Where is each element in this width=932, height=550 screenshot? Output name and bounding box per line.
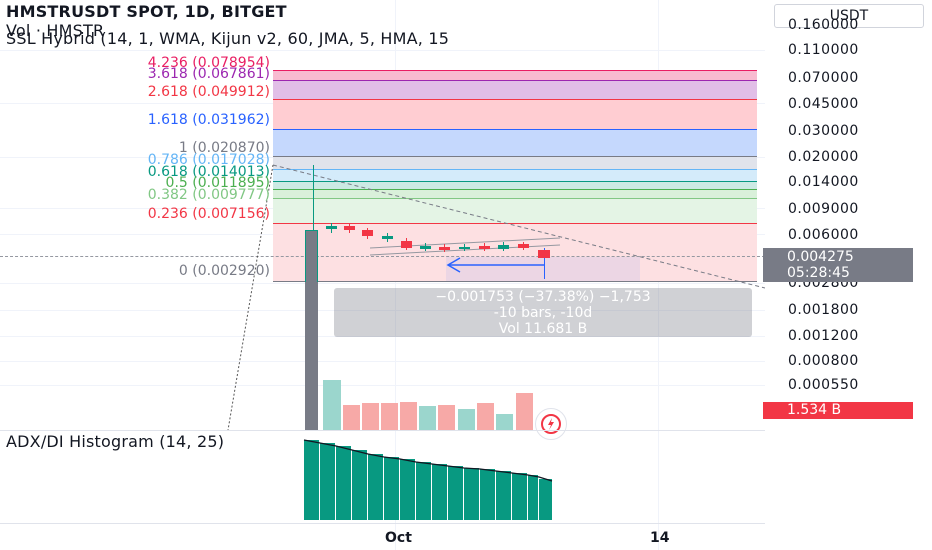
histogram-bar <box>416 462 431 520</box>
candle-body <box>344 226 355 230</box>
price-tick: 0.001800 <box>788 302 859 318</box>
grid-line <box>0 385 765 386</box>
volume-bar <box>477 403 494 430</box>
trend-line <box>272 164 765 289</box>
volume-bar <box>362 403 379 430</box>
fib-label: 0.786 (0.017028) <box>147 152 270 168</box>
volume-bar <box>458 409 475 430</box>
price-tick: 0.001200 <box>788 328 859 344</box>
volume-bar <box>419 406 436 430</box>
volume-indicator-title[interactable]: Vol · HMSTR <box>6 21 105 40</box>
measure-volume: Vol 11.681 B <box>498 321 588 337</box>
candle-wick <box>544 248 545 279</box>
drawings-layer <box>227 164 765 431</box>
measure-arrow-head <box>446 257 461 273</box>
volume-bar <box>438 405 455 430</box>
histogram-bar <box>320 443 335 520</box>
volume-bar <box>516 393 533 430</box>
measure-area <box>446 257 640 281</box>
price-tick: 0.070000 <box>788 70 859 86</box>
current-price-line <box>0 256 765 257</box>
histogram-bar <box>432 464 447 520</box>
price-tick: 0.000550 <box>788 377 859 393</box>
ssl-indicator-title[interactable]: SSL Hybrid (14, 1, WMA, Kijun v2, 60, JM… <box>6 29 450 48</box>
currency-button[interactable]: USDT <box>774 4 924 28</box>
grid-line <box>0 310 765 311</box>
candle-body <box>498 245 509 249</box>
fib-retracement[interactable] <box>273 70 757 282</box>
volume-bar <box>305 282 318 430</box>
histogram-bar <box>352 450 367 520</box>
volume-bar <box>323 380 341 430</box>
histogram-bar <box>512 473 527 520</box>
price-tick: 0.110000 <box>788 42 859 58</box>
candle-body <box>362 230 373 236</box>
grid-line <box>0 283 765 284</box>
candle-body <box>538 250 550 258</box>
volume-value-tag: 1.534 B <box>763 402 913 419</box>
current-price-value: 0.004275 <box>787 249 854 265</box>
pane-separator[interactable] <box>0 430 932 431</box>
time-axis-border <box>0 523 765 524</box>
symbol-title[interactable]: HMSTRUSDT SPOT, 1D, BITGET <box>6 2 287 21</box>
histogram-bar <box>539 479 552 520</box>
candle-body <box>401 241 412 248</box>
volume-bar <box>343 405 360 430</box>
fib-label: 1 (0.020870) <box>178 140 270 156</box>
histogram-bar <box>448 466 463 520</box>
grid-line <box>0 50 765 51</box>
time-tick: 14 <box>650 530 670 546</box>
histogram-bar <box>464 468 479 520</box>
histogram-bar <box>384 457 399 520</box>
histogram-bar <box>480 469 495 520</box>
grid-line <box>0 361 765 362</box>
fib-label: 2.618 (0.049912) <box>147 84 270 100</box>
candle-wick <box>313 165 314 230</box>
time-tick: Oct <box>385 530 412 546</box>
volume-bar <box>381 403 398 430</box>
fib-label: 0 (0.002920) <box>178 263 270 279</box>
lightning-icon[interactable] <box>535 408 567 440</box>
fib-label: 0.236 (0.007156) <box>147 206 270 222</box>
histogram-bar <box>368 454 383 520</box>
price-tick: 0.030000 <box>788 123 859 139</box>
histogram-bar <box>528 475 538 520</box>
volume-bar <box>496 414 513 430</box>
histogram-bar <box>336 446 351 520</box>
candle-body <box>420 246 431 249</box>
price-tick: 0.014000 <box>788 174 859 190</box>
bar-countdown: 05:28:45 <box>787 265 850 281</box>
price-tick: 0.006000 <box>788 227 859 243</box>
price-tick: 0.020000 <box>788 149 859 165</box>
adx-indicator-title[interactable]: ADX/DI Histogram (14, 25) <box>6 432 225 451</box>
volume-bar <box>400 402 417 430</box>
trend-line <box>227 164 274 431</box>
measure-price-change: −0.001753 (−37.38%) −1,753 <box>435 289 651 305</box>
fib-label: 4.236 (0.078954) <box>147 55 270 71</box>
candle-body <box>326 226 337 229</box>
price-tick: 0.009000 <box>788 201 859 217</box>
measure-bars: -10 bars, -10d <box>493 305 593 321</box>
price-tick: 0.045000 <box>788 96 859 112</box>
fib-label: 0.382 (0.009777) <box>147 187 270 203</box>
fib-label: 0.618 (0.014013) <box>147 164 270 180</box>
candle-body <box>439 247 450 250</box>
candle-body <box>459 247 470 249</box>
price-tick: 0.000800 <box>788 353 859 369</box>
histogram-bar <box>304 440 319 520</box>
current-price-tag: 0.004275 05:28:45 <box>763 248 913 282</box>
candle-body <box>518 244 529 248</box>
histogram-bar <box>496 471 511 520</box>
candle-body <box>479 246 490 249</box>
price-tick: 0.160000 <box>788 17 859 33</box>
candle-body <box>382 236 393 239</box>
grid-line <box>0 336 765 337</box>
fib-label: 0.5 (0.011895) <box>165 175 270 191</box>
fib-label: 3.618 (0.067861) <box>147 66 270 82</box>
fib-label: 1.618 (0.031962) <box>147 112 270 128</box>
measure-tooltip: −0.001753 (−37.38%) −1,753 -10 bars, -10… <box>334 288 752 337</box>
histogram-bar <box>400 459 415 520</box>
